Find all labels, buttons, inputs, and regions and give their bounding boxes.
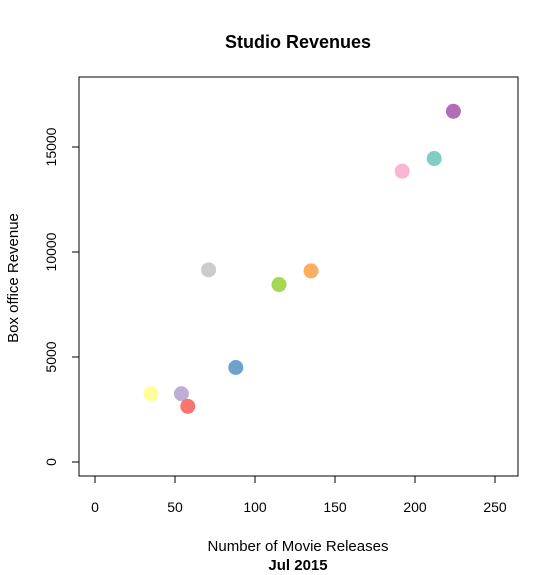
x-tick-label: 100 — [243, 499, 267, 515]
y-axis: 0 5000 10000 15000 — [43, 127, 80, 466]
x-tick-label: 200 — [403, 499, 427, 515]
data-point — [173, 386, 189, 402]
plot-frame — [78, 76, 519, 477]
y-tick-label: 0 — [43, 458, 59, 466]
data-point — [445, 103, 461, 119]
data-point — [228, 360, 244, 375]
data-point — [303, 263, 319, 279]
x-tick-label: 0 — [91, 499, 99, 515]
data-point — [394, 163, 410, 179]
data-point — [426, 151, 442, 167]
y-tick-label: 10000 — [43, 232, 59, 271]
y-tick-label: 5000 — [43, 341, 59, 372]
x-axis: 0 50 100 150 200 250 — [91, 475, 507, 515]
y-axis-label: Box office Revenue — [5, 213, 22, 343]
data-point — [201, 262, 217, 278]
data-point — [143, 386, 159, 402]
x-tick-label: 150 — [323, 499, 347, 515]
x-tick-label: 50 — [167, 499, 183, 515]
y-tick-label: 15000 — [43, 127, 59, 166]
data-point — [180, 398, 196, 414]
x-axis-label: Number of Movie Releases — [208, 538, 389, 555]
data-point — [271, 277, 287, 293]
date-caption: Jul 2015 — [268, 557, 327, 574]
data-points — [143, 103, 461, 414]
x-tick-label: 250 — [483, 499, 507, 515]
chart-title: Studio Revenues — [225, 32, 371, 52]
